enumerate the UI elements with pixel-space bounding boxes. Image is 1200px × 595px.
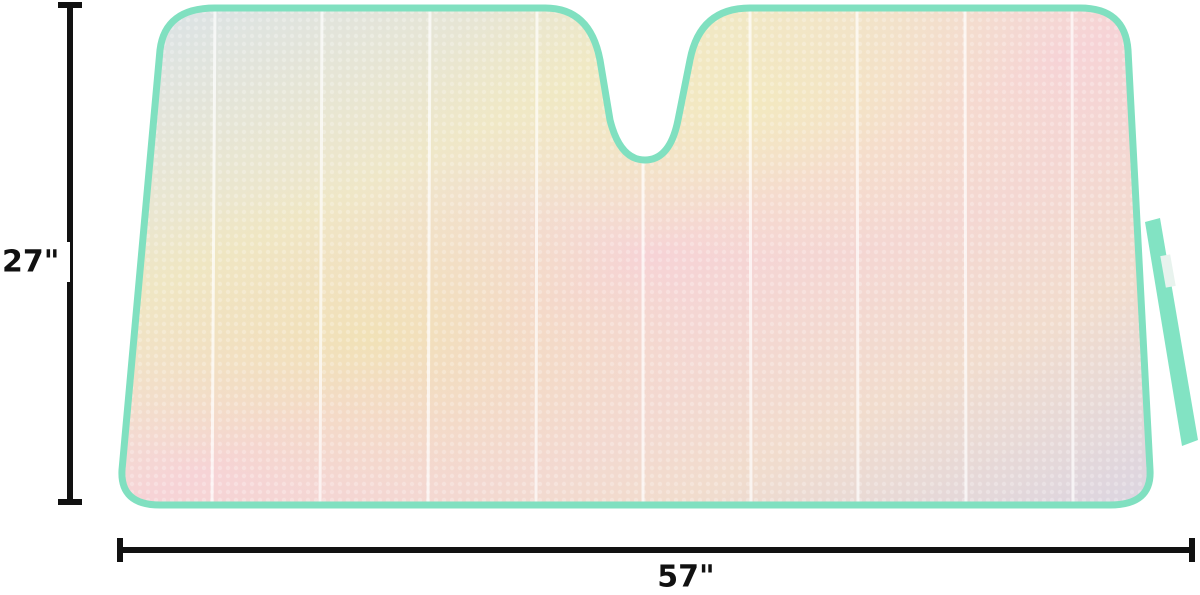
strap <box>1145 218 1198 446</box>
sunshade <box>121 8 1151 505</box>
strap-label <box>1160 254 1176 288</box>
height-label: 27" <box>2 245 59 280</box>
sunshade-border <box>118 4 1154 509</box>
label-background <box>0 242 70 282</box>
width-label: 57" <box>657 560 714 595</box>
width-dimension-line <box>117 538 1195 562</box>
